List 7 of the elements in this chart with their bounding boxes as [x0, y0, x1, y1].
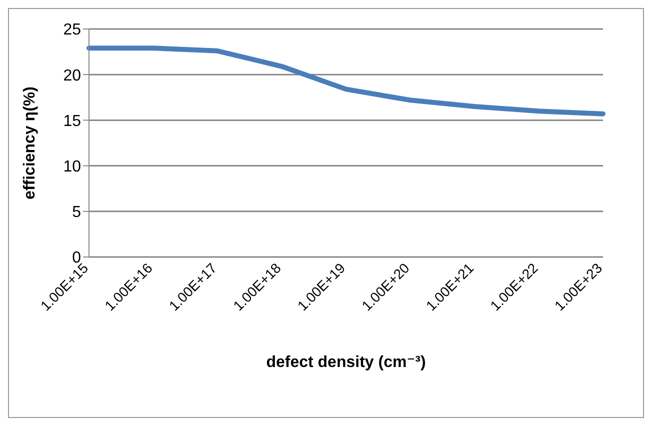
- x-axis-title: defect density (cm⁻³): [266, 354, 426, 371]
- y-tick-label: 20: [63, 67, 82, 84]
- y-tick-label: 15: [63, 112, 82, 130]
- y-tick-label: 5: [72, 204, 82, 222]
- y-tick-label: 25: [63, 22, 82, 39]
- y-tick-label: 10: [63, 158, 82, 176]
- y-axis-title: efficiency η(%): [22, 86, 39, 200]
